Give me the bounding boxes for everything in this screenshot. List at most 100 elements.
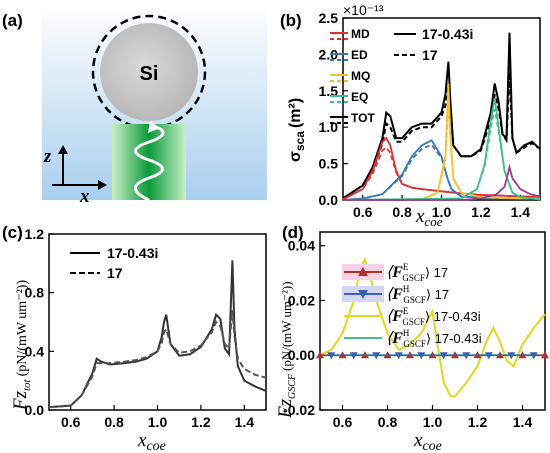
legend-ed-label: ED <box>351 48 368 62</box>
enclosing-sphere-dashed <box>91 14 207 130</box>
panel-d-ytick-label: 0.04 <box>288 238 315 254</box>
panel-b-legend-cases: 17-0.43i 17 <box>394 26 473 63</box>
panel-c-xtick-label: 0.6 <box>61 414 81 430</box>
panel-c-plot: 0.6 0.8 1.0 1.2 1.4 0.0 0.4 0.8 1.2 <box>25 226 267 430</box>
panel-d-xtick-label: 1.0 <box>423 414 443 430</box>
axis-label-x: x <box>79 186 90 207</box>
panel-b-series-eq-17 <box>342 108 541 201</box>
panel-c-legend: 17-0.43i 17 <box>70 245 158 281</box>
panel-b-series-tot-17 <box>342 72 541 200</box>
panel-b-xtick-label: 1.2 <box>471 204 491 220</box>
panel-d-marker <box>541 351 549 359</box>
panel-d-ytick-label: -0.02 <box>283 402 315 418</box>
panel-d-ylabel: FzGSCF(pN/(mW um⁻²)) <box>275 281 298 419</box>
panel-b-xtick-label: 1.0 <box>432 204 452 220</box>
panel-b-ytick-label: 2.5 <box>319 10 339 26</box>
panel-d-series-3 <box>327 352 538 360</box>
panel-b-series-mq-17 <box>342 101 540 201</box>
panel-d-ytick-label: 0.00 <box>288 347 315 363</box>
z-arrow-head-icon <box>58 145 68 154</box>
panel-c-xtick-label: 1.0 <box>148 414 168 430</box>
panel-c-xlabel: xcoe <box>137 430 166 453</box>
panel-c-ytick-label: 0.8 <box>25 285 45 301</box>
panel-c-label: (c) <box>2 223 23 242</box>
panel-d-marker <box>417 352 426 360</box>
arrow-head-icon <box>148 121 160 133</box>
panel-d-marker <box>529 352 538 360</box>
panel-c-legend-label-1: 17 <box>107 265 123 281</box>
legend-eq-label: EQ <box>351 90 368 104</box>
spiral-beam-icon <box>134 124 165 202</box>
panel-d-marker <box>327 352 336 360</box>
panel-b-ytick-label: 2.0 <box>319 46 339 62</box>
panel-d-legend: ⟨FE GSCF⟩ 17⟨FH GSCF⟩ 17⟨FE GSCF⟩ 17-0.43i⟨… <box>342 262 482 349</box>
panel-c-series-1 <box>48 310 267 409</box>
panel-b-label: (b) <box>280 11 302 30</box>
panel-b-ylabel-text: σsca(m²) <box>287 98 307 162</box>
legend-case-label-0: 17-0.43i <box>422 26 473 42</box>
panel-b-ytick-label: 1.0 <box>319 119 339 135</box>
panel-b-ytick-label: 0.0 <box>319 192 339 208</box>
panel-b: (b) ×10⁻¹³ 0.6 0.8 1.0 1.2 1.4 0.0 0.5 1.0 1.5 2.… <box>280 2 541 229</box>
panel-c-xtick-label: 1.2 <box>191 414 211 430</box>
panel-b-series <box>342 32 541 201</box>
panel-d-label: (d) <box>282 223 304 242</box>
panel-a: (a) Si z x <box>2 4 267 207</box>
panel-d-marker <box>316 351 324 359</box>
legend-md-label: MD <box>351 27 370 41</box>
panel-d-marker <box>484 352 493 360</box>
legend-tot-label: TOT <box>351 111 375 125</box>
panel-d-marker <box>462 352 471 360</box>
panel-c-ylabel: Fztot(pN/(mW um⁻²)) <box>10 280 33 411</box>
panel-d-legend-label-0: ⟨FE GSCF⟩ 17 <box>386 262 448 283</box>
panel-d-marker <box>439 352 448 360</box>
panel-d-marker <box>349 352 358 360</box>
panel-c-series-0 <box>48 260 267 409</box>
panel-b-ytick-label: 0.5 <box>319 156 339 172</box>
panel-d-legend-label-2: ⟨FE GSCF⟩ 17-0.43i <box>386 306 481 327</box>
panel-b-scale-note: ×10⁻¹³ <box>343 2 384 18</box>
panel-b-xtick-label: 0.6 <box>353 204 373 220</box>
panel-d-marker <box>507 352 516 360</box>
triangle-up-icon <box>358 267 368 276</box>
panel-c-ytick-label: 0.0 <box>25 402 45 418</box>
panel-d-series-0 <box>319 256 546 398</box>
panel-d: (d) 0.6 0.8 1.0 1.2 1.4 0.04 0.02 0.00 -0.02 FzG… <box>275 223 549 453</box>
panel-d-legend-label-1: ⟨FH GSCF⟩ 17 <box>386 284 449 305</box>
panel-d-xtick-label: 0.8 <box>378 414 398 430</box>
panel-c-ytick-label: 1.2 <box>25 226 45 242</box>
x-arrow-head-icon <box>98 180 107 190</box>
panel-d-marker <box>394 352 403 360</box>
panel-d-series-line-0 <box>319 256 546 398</box>
panel-d-xtick-label: 1.4 <box>513 414 533 430</box>
panel-d-xtick-label: 0.6 <box>333 414 353 430</box>
particle-label: Si <box>140 63 159 85</box>
panel-b-legend-components: MD ED MQ EQ TOT <box>330 27 375 125</box>
legend-case-label-1: 17 <box>422 47 438 63</box>
panel-d-ytick-label: 0.02 <box>288 292 315 308</box>
panel-b-xlabel: xcoe <box>415 206 443 229</box>
panel-b-xtick-label: 1.4 <box>511 204 531 220</box>
panel-c-xtick-label: 1.4 <box>235 414 255 430</box>
axis-label-z: z <box>43 146 52 167</box>
panel-b-series-ed-17 <box>342 143 540 201</box>
si-particle <box>100 23 198 121</box>
panel-d-marker <box>372 352 381 360</box>
panel-c-ytick-label: 0.4 <box>25 343 45 359</box>
panel-c-legend-label-0: 17-0.43i <box>107 245 158 261</box>
panel-b-ylabel: σsca(m²) <box>287 98 307 162</box>
panel-d-xtick-label: 1.2 <box>468 414 488 430</box>
panel-b-plot: 0.6 0.8 1.0 1.2 1.4 0.0 0.5 1.0 1.5 2.0 2.5 <box>319 10 541 220</box>
panel-b-xtick-label: 0.8 <box>392 204 412 220</box>
panel-d-xlabel: xcoe <box>413 430 442 453</box>
panel-c-xtick-label: 0.8 <box>104 414 124 430</box>
legend-mq-label: MQ <box>351 69 370 83</box>
panel-b-series-extra-17-043i <box>343 163 541 201</box>
panel-b-ytick-label: 1.5 <box>319 83 339 99</box>
panel-d-plot: 0.6 0.8 1.0 1.2 1.4 0.04 0.02 0.00 -0.02 <box>283 231 549 430</box>
panel-a-label: (a) <box>2 11 23 30</box>
panel-d-legend-label-3: ⟨FH GSCF⟩ 17-0.43i <box>386 328 482 349</box>
panel-c: (c) 0.6 0.8 1.0 1.2 1.4 0.0 0.4 0.8 1.2 Fztot(pN… <box>2 223 267 453</box>
